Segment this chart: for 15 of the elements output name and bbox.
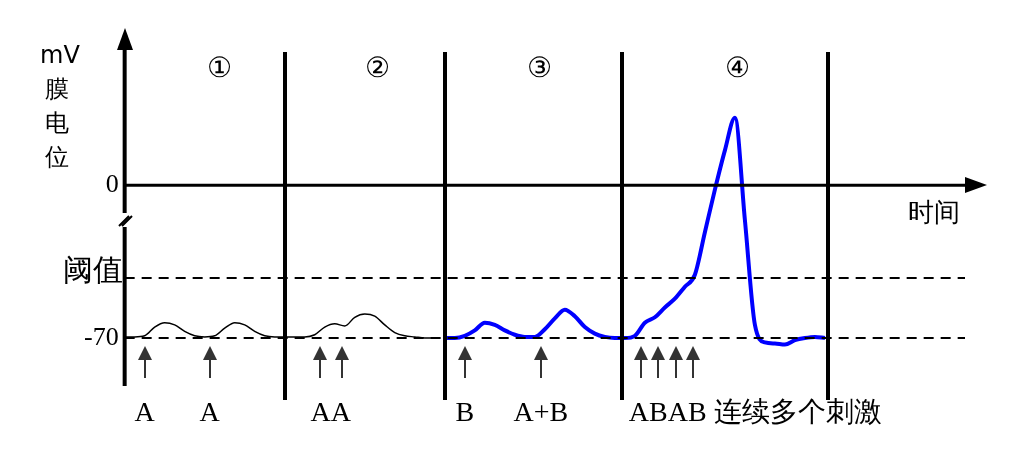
annotation: ② bbox=[365, 52, 391, 84]
text: A bbox=[134, 396, 156, 428]
text: A bbox=[199, 396, 221, 428]
annotation: ③ bbox=[527, 52, 553, 84]
text: A+B bbox=[513, 396, 569, 428]
text: B bbox=[455, 396, 475, 428]
ref-line-label: 阈值 bbox=[62, 251, 123, 287]
y-tick-label: -70 bbox=[83, 321, 119, 351]
annotation: ④ bbox=[725, 52, 751, 84]
y-tick-label: 0 bbox=[105, 169, 119, 199]
text: ABAB 连续多个刺激 bbox=[628, 396, 882, 428]
text: AA bbox=[310, 396, 352, 428]
y-axis-title: mV 膜电位 bbox=[40, 40, 80, 173]
annotation: ① bbox=[207, 52, 233, 84]
x-axis-title: 时间 bbox=[908, 197, 960, 228]
